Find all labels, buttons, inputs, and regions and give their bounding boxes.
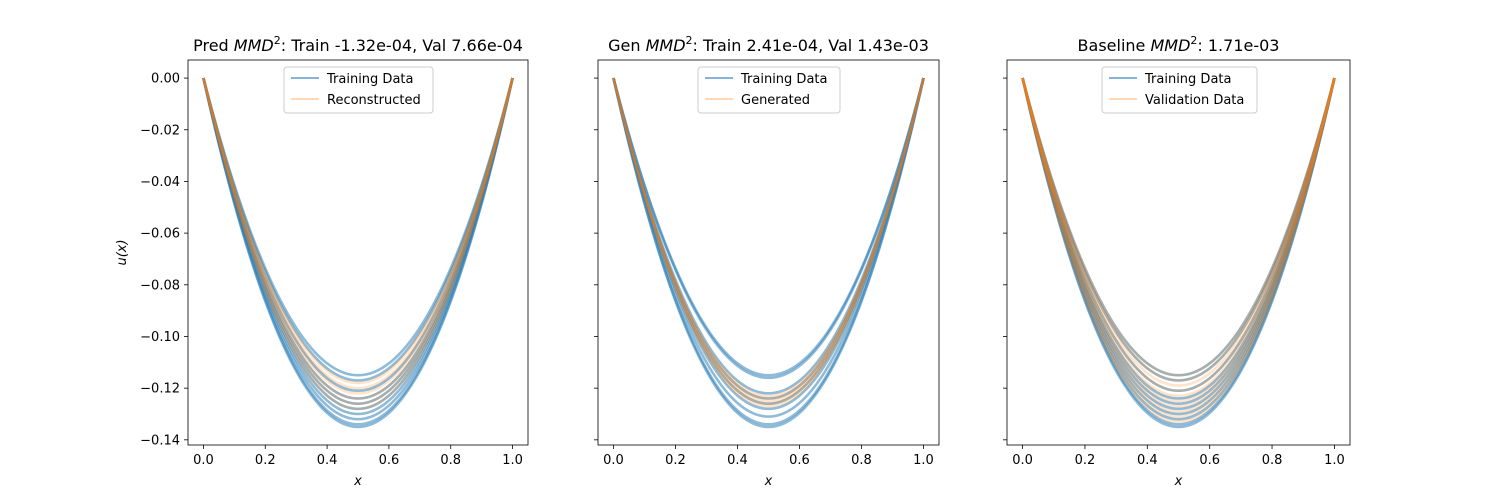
chart-title: Gen MMD2: Train 2.41e-04, Val 1.43e-03: [608, 34, 929, 55]
legend: Training Data Generated: [697, 66, 841, 114]
overlay-curve-3: [612, 77, 925, 403]
training-curve-9: [612, 77, 925, 429]
y-tick-label: −0.08: [140, 278, 180, 293]
chart-panel-2: 0.0 0.2 0.4 0.6 0.8 1.0 Gen MMD2: Train 2.41e-…: [594, 34, 940, 489]
x-tick-label: 0.8: [1262, 453, 1283, 468]
y-tick-label: −0.06: [140, 227, 180, 242]
x-tick-label: 0.8: [851, 453, 872, 468]
x-tick-label: 0.6: [379, 453, 400, 468]
training-curve-2: [1021, 77, 1336, 382]
plot-frame: [1006, 59, 1351, 446]
chart-panel-1: 0.0 0.2 0.4 0.6 0.8 1.0 0.00 −0.02 −0.04 −0.06 −0.…: [115, 34, 529, 489]
x-tick-label: 1.0: [1324, 453, 1345, 468]
y-tick-label: −0.02: [140, 123, 180, 138]
legend-entry: Training Data: [326, 72, 413, 87]
chart-title: Baseline MMD2: 1.71e-03: [1078, 34, 1280, 55]
y-axis-label: u(x): [115, 239, 130, 265]
overlay-curve-2: [612, 77, 925, 400]
x-tick-label: 0.0: [603, 453, 624, 468]
training-curve-3: [1021, 77, 1336, 393]
y-tick-label: −0.10: [140, 330, 180, 345]
x-axis-label: x: [1174, 474, 1183, 489]
overlay-curve-5: [612, 77, 925, 408]
legend: Training Data Reconstructed: [283, 66, 434, 114]
y-tick-label: −0.12: [140, 382, 180, 397]
overlay-curve-3: [1021, 77, 1336, 387]
overlay-curve-5: [1021, 77, 1336, 398]
x-tick-label: 0.2: [1075, 453, 1096, 468]
x-tick-label: 0.4: [727, 453, 748, 468]
overlay-curve-1: [612, 77, 925, 398]
overlay-curve-6: [1021, 77, 1336, 403]
x-axis-label: x: [764, 474, 773, 489]
x-tick-label: 0.2: [665, 453, 686, 468]
training-curve-7: [612, 77, 925, 418]
x-tick-label: 0.4: [317, 453, 338, 468]
overlay-curve-2: [202, 77, 514, 390]
y-tick-label: −0.14: [140, 433, 180, 448]
overlay-curve-3: [202, 77, 514, 395]
legend-entry: Validation Data: [1145, 93, 1244, 108]
x-tick-label: 0.0: [1012, 453, 1033, 468]
x-tick-label: 0.6: [789, 453, 810, 468]
overlay-curve-1: [202, 77, 514, 385]
overlay-curve-8: [1021, 77, 1336, 413]
y-tick-label: 0.00: [151, 72, 180, 87]
curves: [1021, 77, 1336, 429]
x-tick-label: 1.0: [502, 453, 523, 468]
training-curve-3: [202, 77, 514, 393]
y-tick-label: −0.04: [140, 175, 180, 190]
training-curve-6: [612, 77, 925, 411]
x-axis-label: x: [353, 474, 362, 489]
legend-entry: Training Data: [1144, 72, 1231, 87]
overlay-curve-7: [1021, 77, 1336, 408]
overlay-curve-4: [1021, 77, 1336, 393]
legend-entry: Reconstructed: [327, 93, 421, 108]
training-curve-2: [202, 77, 514, 382]
overlay-curve-2: [1021, 77, 1336, 382]
overlay-curve-5: [202, 77, 514, 405]
overlay-curve-10: [1021, 77, 1336, 424]
x-tick-label: 0.6: [1199, 453, 1220, 468]
x-tick-label: 0.0: [193, 453, 214, 468]
plot-frame: [187, 59, 529, 446]
legend-entry: Generated: [741, 93, 810, 108]
legend: Training Data Validation Data: [1101, 66, 1258, 114]
legend-box: [283, 66, 434, 114]
x-tick-label: 0.8: [440, 453, 461, 468]
curves: [612, 77, 925, 429]
plot-frame: [597, 59, 940, 446]
training-curve-2: [612, 77, 925, 380]
overlay-curve-1: [1021, 77, 1336, 377]
x-tick-label: 0.4: [1137, 453, 1158, 468]
overlay-curve-4: [612, 77, 925, 405]
legend-entry: Training Data: [740, 72, 827, 87]
overlay-curve-4: [202, 77, 514, 400]
training-curve-10: [202, 77, 514, 429]
legend-box: [697, 66, 841, 114]
curves: [202, 77, 514, 429]
overlay-curve-9: [1021, 77, 1336, 418]
legend-box: [1101, 66, 1258, 114]
overlay-curve-6: [202, 77, 514, 411]
chart-title: Pred MMD2: Train -1.32e-04, Val 7.66e-04: [193, 34, 523, 55]
x-tick-label: 1.0: [913, 453, 934, 468]
chart-panel-3: 0.0 0.2 0.4 0.6 0.8 1.0 Baseline MMD2: 1.71e-0…: [1003, 34, 1351, 489]
x-tick-label: 0.2: [255, 453, 276, 468]
training-curve-10: [1021, 77, 1336, 429]
